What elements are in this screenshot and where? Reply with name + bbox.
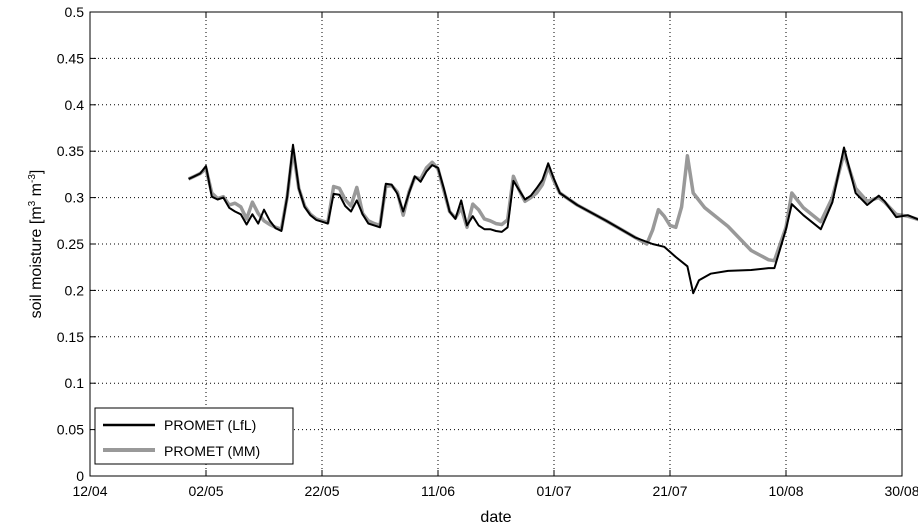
x-axis-label: date	[480, 509, 511, 526]
x-tick-label: 11/06	[421, 483, 455, 499]
y-axis-label-sup1: 3	[27, 200, 38, 206]
y-tick-label: 0.05	[57, 422, 84, 438]
legend: PROMET (LfL) PROMET (MM)	[94, 407, 294, 465]
series-line-lfl	[188, 143, 918, 295]
y-tick-label: 0.35	[57, 143, 84, 159]
x-tick-label: 22/05	[304, 483, 339, 499]
y-tick-label: 0	[76, 468, 84, 484]
y-axis-label-end: ]	[28, 170, 45, 174]
grid	[90, 12, 902, 476]
ticks	[89, 11, 903, 477]
x-tick-label: 21/07	[652, 483, 687, 499]
y-tick-label: 0.25	[57, 236, 84, 252]
y-tick-label: 0.5	[65, 4, 85, 20]
y-tick-label: 0.3	[65, 190, 85, 206]
x-tick-label: 10/08	[768, 483, 803, 499]
legend-box	[94, 407, 294, 465]
y-axis-label-sup2: -3	[27, 174, 38, 183]
x-tick-label: 12/04	[72, 483, 107, 499]
y-axis-label-main: soil moisture [m	[28, 206, 45, 318]
y-tick-labels: 0 0.05 0.1 0.15 0.2 0.25 0.3 0.35 0.4 0.45 0.5	[57, 4, 84, 484]
y-axis-label: soil moisture [m3 m-3]	[27, 170, 45, 319]
x-tick-label: 30/08	[884, 483, 918, 499]
x-tick-label: 02/05	[188, 483, 223, 499]
x-tick-labels: 12/04 02/05 22/05 11/06 01/07 21/07 10/08 30/08	[72, 483, 918, 499]
y-tick-label: 0.45	[57, 50, 84, 66]
y-tick-label: 0.2	[65, 282, 85, 298]
legend-label-mm: PROMET (MM)	[164, 443, 260, 459]
y-tick-label: 0.4	[65, 97, 85, 113]
x-tick-label: 01/07	[536, 483, 571, 499]
y-tick-label: 0.15	[57, 329, 84, 345]
y-tick-label: 0.1	[65, 375, 85, 391]
legend-label-lfl: PROMET (LfL)	[164, 417, 256, 433]
y-axis-label-mid: m	[28, 183, 45, 201]
